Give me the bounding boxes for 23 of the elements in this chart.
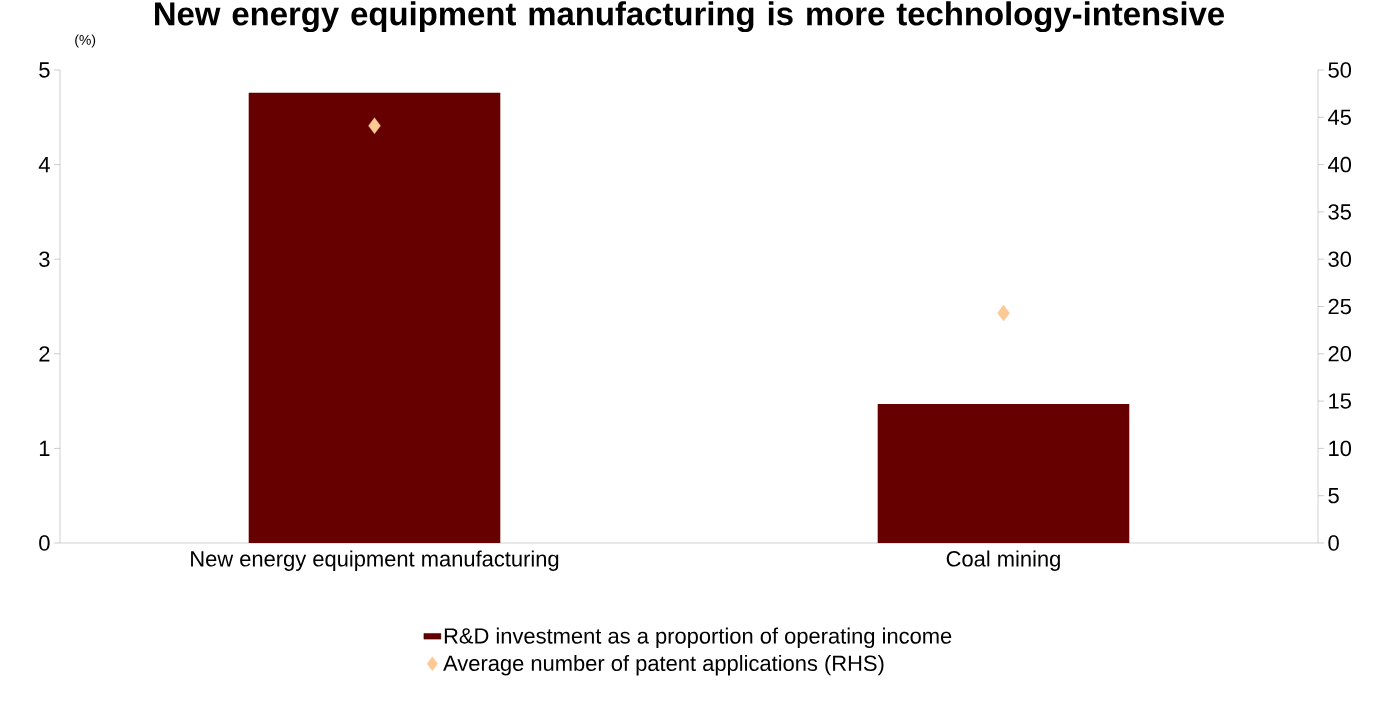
y-tick-label: 5 bbox=[39, 62, 50, 78]
y2-tick-label: 40 bbox=[1328, 156, 1352, 173]
legend-label: Average number of patent applications (RHS) bbox=[443, 654, 884, 676]
y2-tick-label: 45 bbox=[1328, 109, 1351, 125]
y-tick-label: 0 bbox=[39, 535, 50, 551]
x-tick-label: Coal mining bbox=[946, 550, 1060, 571]
y2-tick-label: 30 bbox=[1328, 251, 1352, 267]
legend-label: R&D investment as a proportion of operating income bbox=[444, 627, 952, 649]
y-axis-title: (%) bbox=[75, 34, 96, 48]
x-tick-label: New energy equipment manufacturing bbox=[191, 550, 559, 571]
y2-tick-label: 20 bbox=[1328, 346, 1352, 362]
y2-tick-label: 50 bbox=[1328, 62, 1352, 78]
y-tick-label: 3 bbox=[39, 251, 50, 267]
y2-tick-label: 35 bbox=[1328, 204, 1351, 220]
y-tick-label: 1 bbox=[39, 440, 50, 456]
y2-tick-label: 25 bbox=[1328, 298, 1351, 315]
y2-tick-label: 0 bbox=[1328, 535, 1339, 551]
y-tick-label: 4 bbox=[38, 157, 50, 173]
y-tick-label: 2 bbox=[39, 346, 50, 362]
y2-tick-label: 10 bbox=[1329, 440, 1352, 457]
y2-tick-label: 15 bbox=[1329, 393, 1351, 409]
y2-tick-label: 5 bbox=[1328, 488, 1339, 504]
chart-title: New energy equipment manufacturing is more technology-intensive bbox=[155, 1, 1225, 33]
